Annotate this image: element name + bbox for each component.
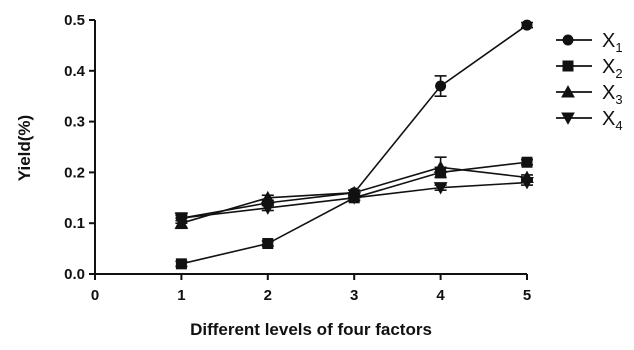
x-tick-label: 5 <box>523 287 531 304</box>
legend-label-subscript: 3 <box>615 92 622 107</box>
data-point <box>174 212 189 225</box>
series-x4 <box>174 177 534 225</box>
legend-item-x2: X2 <box>556 56 623 81</box>
y-tick-label: 0.3 <box>64 114 85 131</box>
x-axis-title: Different levels of four factors <box>190 320 432 339</box>
legend-label: X2 <box>602 56 623 81</box>
legend-item-x3: X3 <box>556 82 623 107</box>
legend-item-x1: X1 <box>556 30 623 55</box>
data-point <box>175 258 187 270</box>
legend-label: X3 <box>602 82 623 107</box>
series-line <box>181 161 528 265</box>
y-tick-label: 0.2 <box>64 164 85 181</box>
legend-label-main: X <box>602 30 615 52</box>
x-tick-label: 2 <box>264 287 272 304</box>
legend-label-subscript: 2 <box>615 66 622 81</box>
data-point <box>260 202 275 215</box>
y-tick-label: 0.0 <box>64 266 85 283</box>
legend-item-x4: X4 <box>556 108 623 133</box>
legend-label-main: X <box>602 56 615 78</box>
legend-marker <box>561 85 575 98</box>
legend-marker <box>562 34 574 46</box>
axes: 0 1 2 3 4 5 0.0 0.1 0.2 0.3 0.4 0.5 <box>64 12 531 304</box>
x-tick-label: 3 <box>350 287 358 304</box>
data-point <box>260 190 275 204</box>
data-point <box>433 160 448 173</box>
y-tick-label: 0.4 <box>64 63 86 80</box>
legend-marker <box>561 112 575 125</box>
data-point <box>521 156 533 168</box>
data-point <box>520 177 534 190</box>
data-point <box>433 182 448 195</box>
legend-label-main: X <box>602 82 615 104</box>
legend-marker <box>562 60 574 72</box>
legend-label-main: X <box>602 108 615 130</box>
legend-label-subscript: 1 <box>615 40 622 55</box>
x-tick-label: 1 <box>177 287 185 304</box>
y-tick-label: 0.5 <box>64 12 85 29</box>
data-point <box>262 238 274 250</box>
x-tick-label: 0 <box>91 287 99 304</box>
series-group <box>174 19 534 270</box>
y-axis-title: Yield(%) <box>15 115 34 181</box>
legend-label: X4 <box>602 108 623 133</box>
data-point <box>347 192 362 205</box>
data-point <box>435 80 447 92</box>
legend-label: X1 <box>602 30 623 55</box>
y-tick-label: 0.1 <box>64 215 85 232</box>
x-tick-label: 4 <box>436 287 445 304</box>
data-point <box>521 19 533 31</box>
legend-label-subscript: 4 <box>615 118 622 133</box>
